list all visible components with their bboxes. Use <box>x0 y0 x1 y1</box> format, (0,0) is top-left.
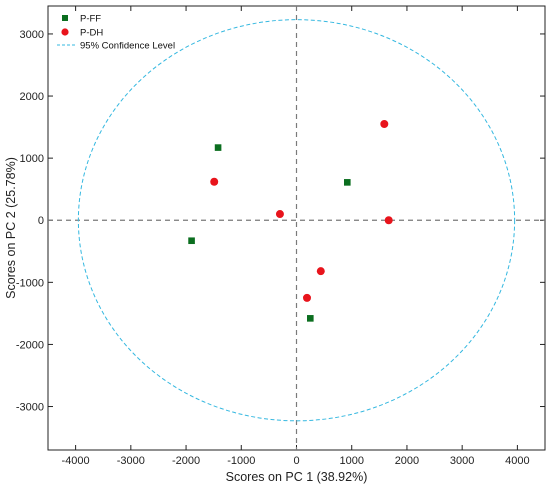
y-tick-label-3000: 3000 <box>20 29 44 41</box>
x-axis-label: Scores on PC 1 (38.92%) <box>226 470 368 484</box>
point-p-dh-2 <box>380 119 389 128</box>
y-tick-label-0: 0 <box>38 215 44 227</box>
y-tick-label-neg1000: -1000 <box>16 277 44 289</box>
point-p-dh-1 <box>275 210 284 219</box>
y-tick-label-neg2000: -2000 <box>16 339 44 351</box>
point-p-ff-3 <box>307 315 314 322</box>
point-p-dh-0 <box>210 177 219 186</box>
x-tick-label-4000: 4000 <box>505 455 529 467</box>
reference-lines <box>48 6 545 450</box>
axis-ticks: -4000 -3000 -2000 -1000 0 1000 2000 3000 4000 -30… <box>16 6 545 467</box>
point-p-ff-2 <box>344 179 351 186</box>
point-p-dh-5 <box>302 293 311 302</box>
y-tick-label-1000: 1000 <box>20 153 44 165</box>
point-p-dh-4 <box>316 267 325 276</box>
legend-label-confidence: 95% Confidence Level <box>80 41 175 52</box>
y-tick-label-2000: 2000 <box>20 91 44 103</box>
y-axis-label: Scores on PC 2 (25.78%) <box>4 157 18 299</box>
confidence-ellipse-layer <box>77 19 516 422</box>
x-tick-label-neg4000: -4000 <box>62 455 90 467</box>
x-tick-label-1000: 1000 <box>339 455 363 467</box>
data-points <box>188 119 393 322</box>
point-p-ff-0 <box>214 144 222 151</box>
legend: P-FF P-DH 95% Confidence Level <box>57 14 175 52</box>
legend-marker-p-dh <box>61 28 69 36</box>
x-tick-label-2000: 2000 <box>395 455 419 467</box>
x-tick-label-neg1000: -1000 <box>227 455 255 467</box>
y-tick-label-neg3000: -3000 <box>16 402 44 414</box>
point-p-dh-3 <box>384 216 393 225</box>
x-tick-label-3000: 3000 <box>450 455 474 467</box>
legend-label-p-ff: P-FF <box>80 14 101 25</box>
x-tick-label-neg2000: -2000 <box>172 455 200 467</box>
x-tick-label-neg3000: -3000 <box>117 455 145 467</box>
legend-marker-p-ff <box>62 15 68 21</box>
legend-label-p-dh: P-DH <box>80 28 103 39</box>
point-p-ff-1 <box>188 237 195 245</box>
confidence-ellipse <box>77 19 516 422</box>
x-tick-label-0: 0 <box>293 455 299 467</box>
